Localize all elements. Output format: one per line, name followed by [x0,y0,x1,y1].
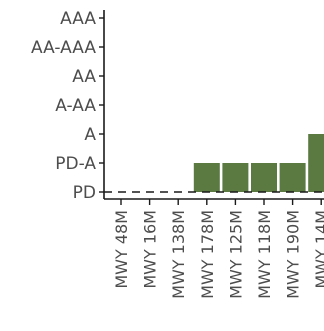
bar [251,163,277,192]
x-tick-label: MWY 178M [198,210,217,299]
y-tick-label: A [84,125,96,145]
bar [193,163,220,192]
y-tick-label: AAA [60,9,96,29]
x-axis: MWY 48M MWY 16M MWY 138M MWY 178M MWY 125M MW… [104,198,324,299]
y-tick-label: PD [73,183,96,203]
x-tick-label: MWY 190M [284,210,303,299]
y-tick-label: AA [72,67,96,87]
bars-layer [193,134,324,192]
x-tick-label: MWY 125M [226,210,245,299]
bar [279,163,306,192]
x-tick-label: MWY 48M [112,210,131,289]
y-tick-label: A-AA [55,96,96,116]
y-tick-label: PD-A [55,154,96,174]
bar [222,163,249,192]
x-tick-label: MWY 138M [169,210,188,299]
x-tick-label: MWY 14M [312,210,324,289]
y-tick-label: AA-AAA [31,38,96,58]
x-tick-label: MWY 16M [141,210,160,289]
bar [308,134,324,192]
x-tick-label: MWY 118M [255,210,274,299]
